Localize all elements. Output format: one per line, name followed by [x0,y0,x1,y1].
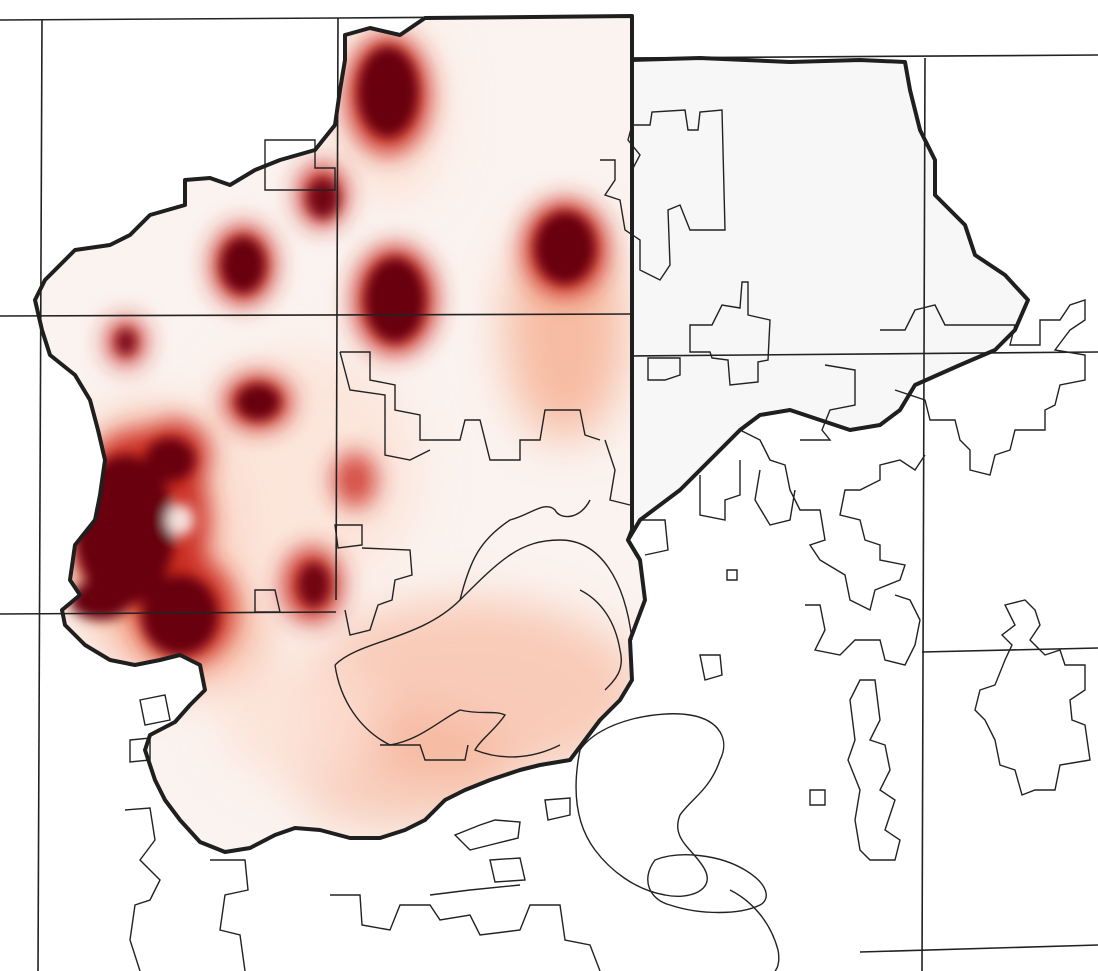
boundary-east-strip [600,109,726,281]
boundary-west-inner-2 [344,547,413,636]
northeast-region-fill [632,58,1028,540]
heat-core-west [221,237,265,293]
study-area-boundary [33,14,647,854]
boundary-west-inner-3 [254,589,281,613]
boundary-south-west-3 [124,807,161,971]
northeast-region-boundary [626,56,1030,562]
boundary-southeast-f [847,679,901,861]
boundary-south-curve-2 [647,854,767,914]
boundary-east-mid [800,364,856,441]
heat-core-east [535,212,595,284]
boundary-far-east [974,599,1091,796]
heat-core-north [358,47,418,137]
heat-gap-southwest [166,504,194,536]
heat-core-southwest-d [70,580,130,620]
boundary-west-inner-1 [334,524,363,549]
boundary-south-mid-4 [544,797,571,821]
boundary-southeast-d [640,519,669,556]
grid-line-h6 [859,944,1098,953]
boundary-east-small [647,357,681,381]
grid-line-h7 [0,17,339,21]
boundary-lake-north [459,499,591,601]
boundary-south-mid-6 [429,884,521,896]
boundary-east-interior [604,439,631,506]
boundary-south-mid-1 [210,859,249,971]
boundary-south-block [380,744,469,761]
boundary-central-town-2 [339,351,431,461]
boundary-lake-south [334,664,561,758]
boundary-south-curve-3 [729,889,780,971]
boundary-east-center [689,281,771,386]
boundary-southeast-a [739,429,926,612]
boundary-northwest-town [264,139,336,191]
grid-line-h1 [0,313,633,317]
heat-core-mid-cluster [236,384,280,420]
grid-line-v4 [921,57,926,971]
boundary-southeast-c [699,460,741,521]
heat-core-southwest-b [142,575,218,655]
boundary-lake-west [334,539,633,666]
boundary-small-square-3 [699,654,723,681]
heat-core-south-cluster [298,563,330,607]
boundary-small-square-1 [726,569,738,581]
heat-core-southwest-c [145,438,195,482]
boundary-south-mid-5 [489,857,526,883]
boundary-south-mid-2 [330,894,601,971]
boundary-southeast-b [754,469,796,526]
grid-line-h4 [631,351,1098,357]
boundary-southeast-e [805,594,921,666]
boundary-lake-inner [579,589,622,691]
municipal-boundaries [124,109,1091,971]
boundary-south-curve-1 [575,713,725,897]
heat-halo-center-east [333,452,377,508]
boundary-south-mid-3 [453,819,521,851]
grid-line-v1 [37,19,43,971]
boundary-small-square-2 [809,789,826,806]
boundary-south-west-2 [139,694,171,726]
boundary-central-town [340,351,601,461]
heat-plume-lowlands [220,660,380,780]
heat-core-small-west [116,329,136,355]
heat-core-northwest [307,178,339,218]
heat-core-central [365,258,425,342]
